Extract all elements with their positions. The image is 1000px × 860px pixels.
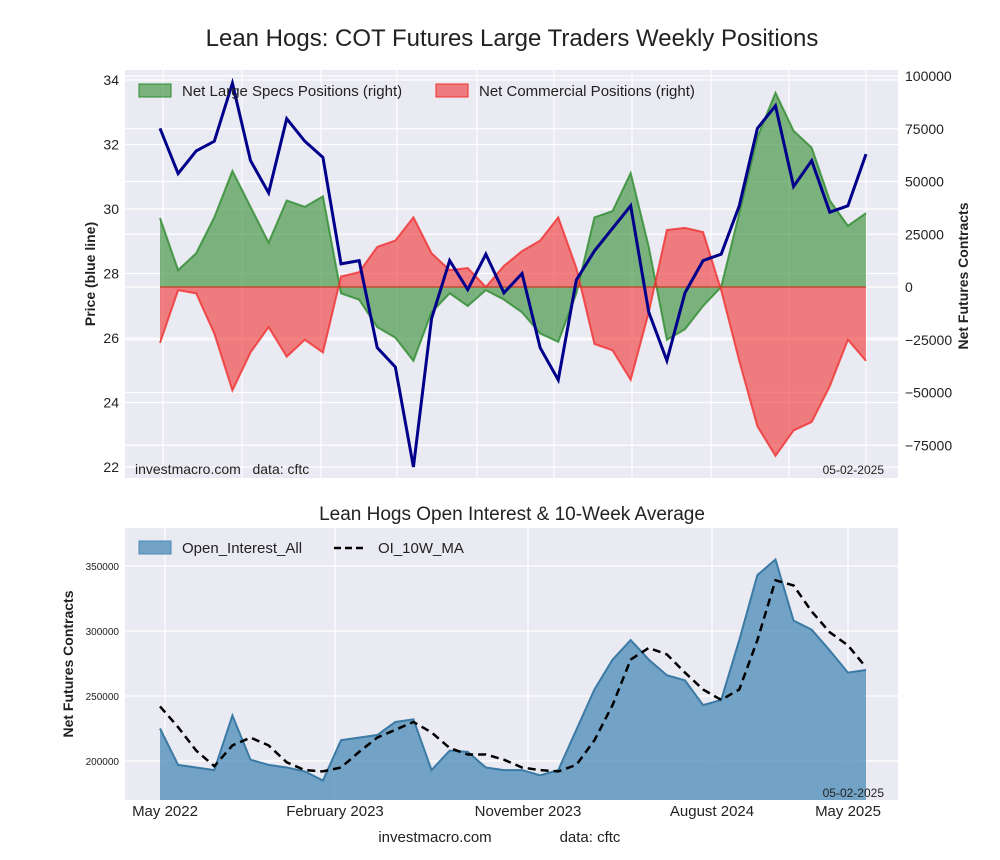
bottom-y-tick-label: 250000 — [86, 692, 120, 703]
bottom-x-tick-label: May 2025 — [815, 803, 881, 820]
top-right-tick-label: 75000 — [905, 121, 944, 137]
top-right-ticks: −75000 −50000 −25000 0 25000 50000 75000 100000 — [905, 68, 952, 453]
footer-site: investmacro.com — [378, 829, 491, 846]
open-interest-area — [160, 559, 866, 800]
top-left-tick-label: 32 — [103, 137, 119, 153]
legend-swatch-commercial — [435, 83, 469, 98]
top-left-tick-label: 26 — [103, 330, 119, 346]
bottom-y-axis-label: Net Futures Contracts — [60, 590, 76, 737]
bottom-marks — [159, 557, 867, 800]
top-right-tick-label: 0 — [905, 279, 913, 295]
top-marks — [158, 77, 868, 468]
top-left-ticks: 22 24 26 28 30 32 34 — [103, 72, 119, 475]
bottom-legend: Open_Interest_All OI_10W_MA — [138, 540, 464, 557]
price-line — [158, 77, 868, 468]
top-left-tick-label: 28 — [103, 266, 119, 282]
legend-label-specs: Net Large Specs Positions (right) — [182, 83, 402, 100]
commercial-line — [159, 215, 867, 458]
top-right-tick-label: 100000 — [905, 68, 952, 84]
bottom-y-tick-label: 200000 — [86, 757, 120, 768]
top-left-tick-label: 22 — [103, 459, 119, 475]
top-right-axis-label: Net Futures Contracts — [955, 202, 971, 349]
top-right-tick-label: −50000 — [905, 385, 952, 401]
specs-area — [160, 92, 866, 361]
main-title: Lean Hogs: COT Futures Large Traders Wee… — [206, 25, 819, 52]
top-left-tick-label: 34 — [103, 72, 119, 88]
legend-label-commercial: Net Commercial Positions (right) — [479, 83, 695, 100]
specs-line — [159, 90, 867, 363]
top-date-label: 05-02-2025 — [823, 463, 885, 477]
top-right-tick-label: −25000 — [905, 332, 952, 348]
bottom-y-tick-label: 300000 — [86, 627, 120, 638]
bottom-y-tick-label: 350000 — [86, 562, 120, 573]
top-left-tick-label: 24 — [103, 395, 119, 411]
bottom-date-label: 05-02-2025 — [823, 786, 885, 800]
bottom-x-tick-label: February 2023 — [286, 803, 384, 820]
top-left-tick-label: 30 — [103, 201, 119, 217]
legend-swatch-oi — [138, 540, 172, 555]
legend-label-ma: OI_10W_MA — [378, 540, 464, 557]
open-interest-line — [159, 557, 867, 782]
top-legend: Net Large Specs Positions (right) Net Co… — [138, 83, 695, 100]
top-watermark: investmacro.com data: cftc — [135, 461, 309, 477]
bottom-y-ticks: 200000 250000 300000 350000 — [86, 562, 120, 768]
bottom-title: Lean Hogs Open Interest & 10-Week Averag… — [319, 504, 705, 525]
top-right-tick-label: 25000 — [905, 226, 944, 242]
bottom-x-tick-label: May 2022 — [132, 803, 198, 820]
commercial-area — [160, 217, 866, 456]
bottom-x-tick-label: August 2024 — [670, 803, 754, 820]
legend-swatch-specs — [138, 83, 172, 98]
bottom-x-ticks: May 2022 February 2023 November 2023 August… — [132, 803, 881, 820]
legend-label-oi: Open_Interest_All — [182, 540, 302, 557]
top-left-axis-label: Price (blue line) — [82, 222, 98, 326]
bottom-x-tick-label: November 2023 — [475, 803, 582, 820]
ma-line — [159, 578, 867, 773]
top-right-tick-label: −75000 — [905, 437, 952, 453]
top-right-tick-label: 50000 — [905, 174, 944, 190]
footer-source: data: cftc — [560, 829, 621, 846]
